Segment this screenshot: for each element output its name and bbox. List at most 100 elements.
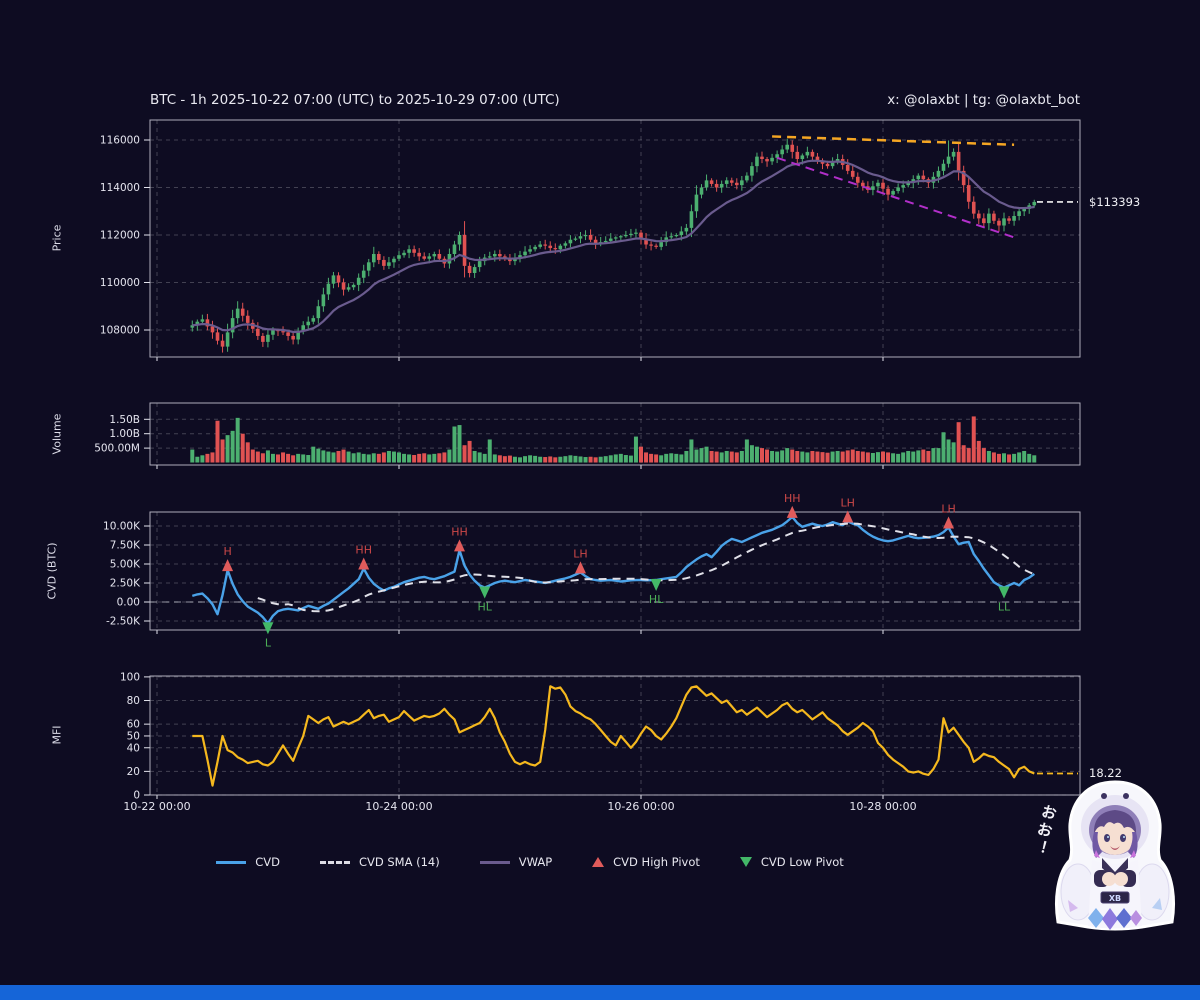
mascot-mouth (1110, 846, 1120, 850)
cvd-tick-label: 5.00K (110, 559, 141, 571)
legend-item: VWAP (479, 855, 553, 869)
candles (190, 138, 1037, 353)
cvd-sma-line (257, 522, 1035, 613)
mascot-eye-glint (1123, 836, 1125, 838)
legend-swatch-line (479, 860, 510, 864)
cvd-line (191, 515, 1036, 625)
mfi-tick-label: 100 (120, 671, 140, 683)
chart-title: BTC - 1h 2025-10-22 07:00 (UTC) to 2025-… (150, 92, 560, 108)
mfi-tick-label: 60 (127, 719, 140, 731)
mascot-crystal (1130, 910, 1142, 926)
cvd-high-pivot-marker (786, 505, 798, 518)
mascot-hair-tip (1130, 850, 1136, 858)
cvd-tick-label: 7.50K (110, 540, 141, 552)
legend-swatch-line (216, 860, 247, 864)
volume-tick-label: 1.00B (109, 428, 140, 440)
legend-item: CVD Low Pivot (739, 855, 844, 869)
mfi-tick-label: 0 (133, 790, 140, 802)
mascot-badge-text: XB (1109, 894, 1121, 903)
mascot-hand (1102, 872, 1116, 886)
mascot-crystal (1116, 908, 1132, 928)
mascot-eye-glint (1107, 836, 1109, 838)
pivot-label: H (223, 545, 231, 558)
mascot-hood-dot (1123, 793, 1129, 799)
volume-tick-label: 1.50B (109, 414, 140, 426)
pivot-label: LH (841, 496, 855, 509)
mascot-crystal (1088, 908, 1104, 928)
mascot: おお！ (1029, 780, 1198, 935)
price-tick-label: 114000 (100, 182, 140, 194)
volume-bars (190, 416, 1037, 463)
cvd-low-pivot-marker (262, 622, 274, 635)
mfi-tick-label: 80 (127, 695, 140, 707)
mascot-hair-tip (1094, 850, 1100, 858)
legend-swatch-dashed-line (319, 860, 350, 864)
mfi-tick-label: 20 (127, 766, 140, 778)
mfi-tick-label: 40 (127, 742, 140, 754)
cvd-panel: -2.50K 0.00 2.50K 5.00K 7.50K 10.00K (103, 511, 1081, 634)
mascot-image: XB (1055, 780, 1175, 931)
cvd-tick-label: -2.50K (106, 616, 141, 628)
mascot-crystal (1102, 908, 1118, 930)
volume-axis-title: Volume (50, 413, 64, 455)
cvd-tick-label: 0.00 (117, 597, 140, 609)
legend-label: CVD High Pivot (613, 855, 700, 869)
cvd-high-pivot-marker (454, 539, 465, 552)
price-tick-label: 112000 (100, 230, 140, 242)
mascot-hair (1093, 810, 1137, 834)
mascot-eye (1120, 834, 1126, 842)
mascot-hair-strand (1092, 832, 1102, 858)
last-price-label: $113393 (1089, 195, 1141, 209)
pivot-label: LH (941, 503, 955, 516)
cvd-axis-title: CVD (BTC) (45, 542, 59, 600)
pivot-label: HL (478, 601, 493, 614)
mascot-sleeve-shine (1152, 898, 1162, 910)
mascot-badge (1100, 891, 1130, 904)
volume-tick-label: 500.00M (94, 443, 140, 455)
bottom-accent-bar (0, 985, 1200, 1000)
pivot-label: LL (998, 601, 1011, 614)
cvd-low-pivot-marker (998, 586, 1010, 599)
mascot-hair-strand (1128, 832, 1138, 858)
price-panel: 108000 110000 112000 114000 116000 (100, 119, 1081, 361)
legend-label: CVD Low Pivot (760, 855, 844, 869)
vwap-line (192, 159, 1035, 334)
legend-swatch-triangle-up (592, 857, 605, 867)
cvd-high-pivot-marker (358, 557, 370, 570)
support-trendline (776, 156, 1015, 239)
mfi-line (192, 685, 1035, 787)
mascot-eye (1104, 834, 1110, 842)
pivot-label: HH (451, 525, 468, 538)
legend-item: CVD (216, 855, 280, 869)
mascot-hood-dot (1101, 793, 1107, 799)
cvd-high-pivot-marker (575, 561, 586, 574)
x-axis-label: 10-28 00:00 (849, 800, 916, 813)
pivot-label: LH (573, 547, 587, 560)
price-axis-title: Price (50, 224, 64, 252)
pivot-label: HH (784, 492, 801, 505)
pivot-label: HL (649, 593, 664, 606)
cvd-tick-label: 10.00K (103, 521, 141, 533)
mfi-axis-title: MFI (50, 725, 64, 745)
legend-item: CVD High Pivot (592, 855, 700, 869)
cvd-low-pivot-marker (650, 578, 662, 591)
price-tick-label: 116000 (100, 135, 140, 147)
resistance-trendline (772, 135, 1015, 146)
legend-label: CVD SMA (14) (358, 855, 440, 869)
mascot-hand (1114, 872, 1128, 886)
cvd-high-pivot-marker (943, 516, 955, 529)
mfi-tick-label: 50 (127, 730, 140, 742)
legend-label: VWAP (518, 855, 553, 869)
legend: CVD CVD SMA (14) VWAP CVD High Pivot CVD Low… (150, 855, 910, 869)
cvd-high-pivot-marker (222, 559, 234, 572)
social-handle: x: @olaxbt | tg: @olaxbt_bot (887, 92, 1080, 108)
x-axis-label: 10-26 00:00 (607, 800, 674, 813)
cvd-high-pivot-marker (842, 510, 854, 523)
mascot-sleeve-shine (1068, 900, 1078, 912)
volume-panel: 500.00M 1.00B 1.50B (94, 402, 1081, 469)
price-tick-label: 108000 (100, 325, 140, 337)
